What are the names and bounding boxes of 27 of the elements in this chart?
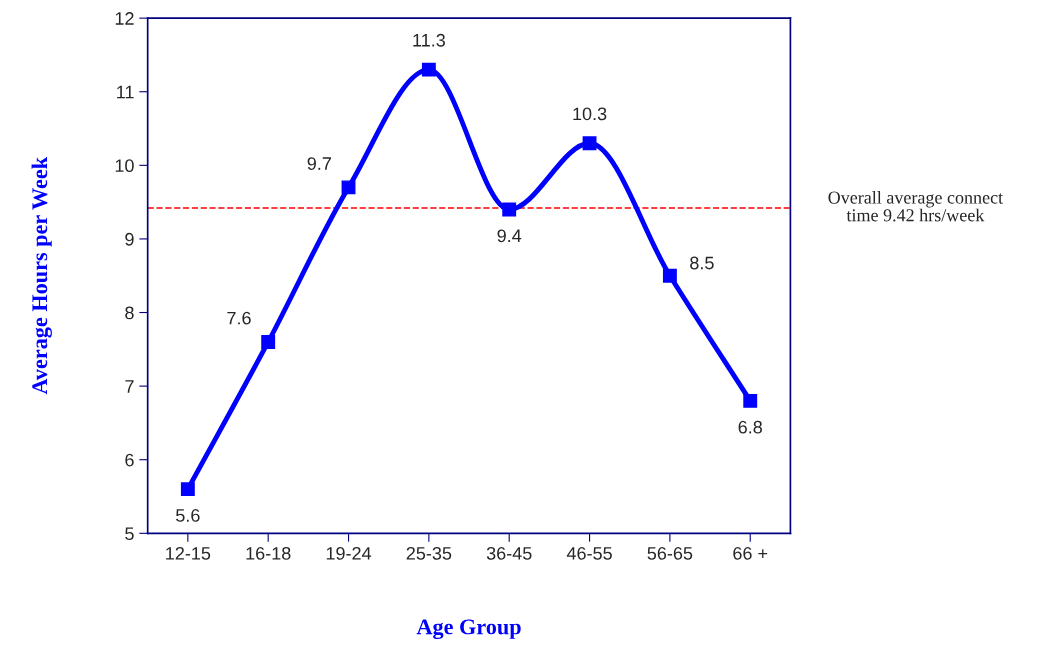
y-tick-label: 5 (125, 527, 134, 541)
x-axis-title: Age Group (416, 619, 521, 640)
ref-line-label: Overall average connect time 9.42 hrs/week (828, 190, 1004, 222)
y-tick-label: 8 (125, 306, 134, 320)
y-tick-label: 6 (125, 453, 134, 467)
y-axis-title: Average Hours per Week (31, 156, 52, 395)
x-tick-label: 19-24 (326, 546, 372, 560)
y-tick-label: 11 (117, 85, 134, 99)
y-tick-label: 12 (115, 12, 134, 25)
data-label: 10.3 (573, 107, 607, 121)
data-label: 7.6 (227, 311, 251, 325)
x-tick-label: 56-65 (647, 546, 693, 560)
data-label: 6.8 (738, 420, 762, 434)
data-label: 5.6 (176, 509, 200, 522)
data-label: 9.4 (497, 229, 522, 243)
data-label: 9.7 (307, 157, 331, 170)
y-tick-label: 10 (115, 159, 134, 173)
data-label: 8.5 (690, 256, 714, 270)
y-tick-label: 9 (125, 232, 134, 246)
x-tick-label: 16-18 (246, 546, 291, 560)
x-tick-label: 66 + (733, 546, 768, 560)
x-tick-label: 25-35 (406, 546, 452, 560)
x-tick-label: 12-15 (166, 546, 211, 560)
y-tick-label: 7 (125, 380, 134, 393)
x-tick-label: 36-45 (486, 546, 532, 560)
data-label: 11.3 (413, 33, 445, 47)
x-tick-label: 46-55 (566, 546, 612, 560)
